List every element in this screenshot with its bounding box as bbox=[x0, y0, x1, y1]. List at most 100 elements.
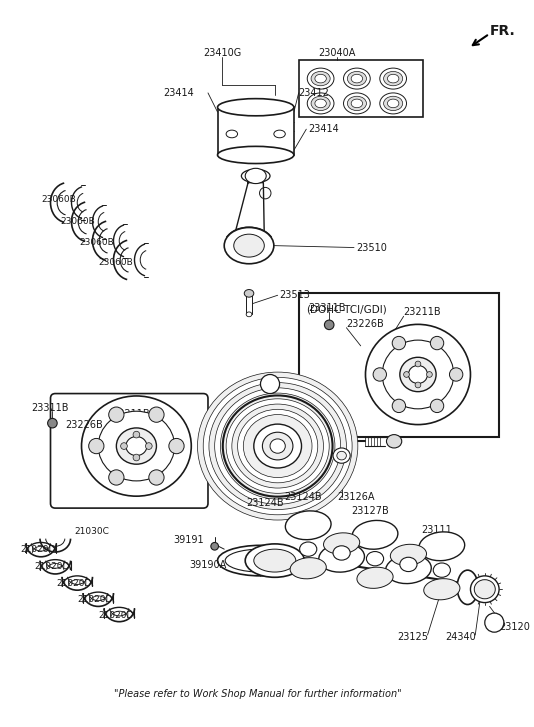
Circle shape bbox=[89, 438, 104, 454]
Ellipse shape bbox=[254, 424, 302, 468]
Circle shape bbox=[415, 361, 421, 367]
Ellipse shape bbox=[347, 96, 366, 111]
Bar bbox=[337, 322, 475, 427]
Ellipse shape bbox=[209, 382, 347, 510]
Ellipse shape bbox=[300, 542, 317, 556]
Ellipse shape bbox=[116, 428, 156, 465]
Circle shape bbox=[485, 613, 504, 632]
Ellipse shape bbox=[386, 555, 431, 584]
Ellipse shape bbox=[203, 377, 352, 515]
Ellipse shape bbox=[245, 169, 266, 184]
Circle shape bbox=[149, 470, 164, 485]
Circle shape bbox=[145, 443, 152, 449]
Text: 23125: 23125 bbox=[398, 632, 429, 642]
Ellipse shape bbox=[226, 399, 329, 494]
Ellipse shape bbox=[224, 228, 274, 264]
Ellipse shape bbox=[357, 567, 393, 588]
Circle shape bbox=[109, 470, 124, 485]
Circle shape bbox=[109, 407, 124, 422]
Text: 23124B: 23124B bbox=[285, 491, 322, 502]
Ellipse shape bbox=[324, 533, 360, 554]
Ellipse shape bbox=[351, 74, 363, 83]
Ellipse shape bbox=[245, 544, 304, 577]
Bar bbox=[299, 60, 423, 117]
Ellipse shape bbox=[82, 396, 191, 496]
Text: 23410G: 23410G bbox=[203, 48, 241, 58]
Ellipse shape bbox=[343, 93, 370, 114]
Text: 23126A: 23126A bbox=[337, 491, 375, 502]
Text: 24340: 24340 bbox=[445, 632, 476, 642]
Ellipse shape bbox=[387, 435, 402, 448]
Ellipse shape bbox=[126, 436, 147, 456]
Ellipse shape bbox=[215, 387, 341, 505]
Ellipse shape bbox=[285, 511, 331, 539]
Text: 23510: 23510 bbox=[356, 243, 387, 252]
Text: 23124B: 23124B bbox=[246, 498, 284, 508]
Circle shape bbox=[430, 399, 444, 412]
Ellipse shape bbox=[409, 366, 428, 384]
FancyBboxPatch shape bbox=[51, 393, 208, 508]
Ellipse shape bbox=[290, 558, 326, 579]
Text: 23412: 23412 bbox=[299, 88, 329, 98]
Ellipse shape bbox=[221, 393, 335, 499]
Ellipse shape bbox=[383, 96, 403, 111]
Ellipse shape bbox=[351, 99, 363, 108]
Circle shape bbox=[415, 382, 421, 387]
Ellipse shape bbox=[238, 409, 318, 483]
Text: 23040A: 23040A bbox=[318, 48, 356, 58]
Bar bbox=[217, 107, 294, 155]
Text: A: A bbox=[491, 618, 497, 627]
Text: 23127B: 23127B bbox=[351, 506, 389, 516]
Circle shape bbox=[261, 374, 280, 393]
Text: 21020D: 21020D bbox=[56, 579, 92, 588]
Ellipse shape bbox=[244, 414, 312, 478]
Ellipse shape bbox=[274, 130, 285, 138]
Ellipse shape bbox=[474, 579, 495, 599]
Ellipse shape bbox=[380, 68, 406, 89]
Ellipse shape bbox=[365, 324, 470, 425]
Circle shape bbox=[211, 542, 218, 550]
Text: 23211B: 23211B bbox=[113, 409, 150, 419]
Circle shape bbox=[48, 418, 57, 428]
Ellipse shape bbox=[270, 439, 285, 453]
Circle shape bbox=[450, 368, 463, 381]
Circle shape bbox=[169, 438, 184, 454]
Text: 23060B: 23060B bbox=[41, 196, 76, 204]
Ellipse shape bbox=[311, 71, 330, 86]
Circle shape bbox=[430, 337, 444, 350]
Ellipse shape bbox=[226, 130, 238, 138]
Text: 39191: 39191 bbox=[174, 534, 204, 545]
Bar bbox=[246, 294, 252, 314]
Circle shape bbox=[373, 368, 387, 381]
Ellipse shape bbox=[400, 357, 436, 392]
Ellipse shape bbox=[244, 289, 254, 297]
Ellipse shape bbox=[352, 521, 398, 549]
Circle shape bbox=[392, 399, 405, 412]
Ellipse shape bbox=[217, 545, 303, 576]
Ellipse shape bbox=[234, 234, 264, 257]
Ellipse shape bbox=[366, 552, 383, 566]
Ellipse shape bbox=[333, 546, 350, 560]
Circle shape bbox=[427, 371, 433, 377]
Text: "Please refer to Work Shop Manual for further information": "Please refer to Work Shop Manual for fu… bbox=[114, 689, 402, 699]
Ellipse shape bbox=[315, 99, 326, 108]
Circle shape bbox=[133, 431, 140, 438]
Text: 21020D: 21020D bbox=[98, 611, 134, 620]
Circle shape bbox=[392, 337, 405, 350]
Polygon shape bbox=[234, 182, 264, 253]
Text: 23211B: 23211B bbox=[404, 308, 441, 318]
Ellipse shape bbox=[232, 404, 324, 488]
Circle shape bbox=[260, 188, 271, 199]
Ellipse shape bbox=[433, 563, 450, 577]
Ellipse shape bbox=[262, 433, 293, 460]
Ellipse shape bbox=[307, 68, 334, 89]
Ellipse shape bbox=[307, 93, 334, 114]
Text: 23414: 23414 bbox=[163, 88, 194, 98]
Circle shape bbox=[404, 371, 410, 377]
Text: FR.: FR. bbox=[490, 23, 515, 38]
Ellipse shape bbox=[246, 312, 252, 317]
Ellipse shape bbox=[400, 558, 417, 571]
Bar bbox=[299, 294, 499, 436]
Text: 23060B: 23060B bbox=[79, 238, 114, 247]
Ellipse shape bbox=[470, 576, 499, 603]
